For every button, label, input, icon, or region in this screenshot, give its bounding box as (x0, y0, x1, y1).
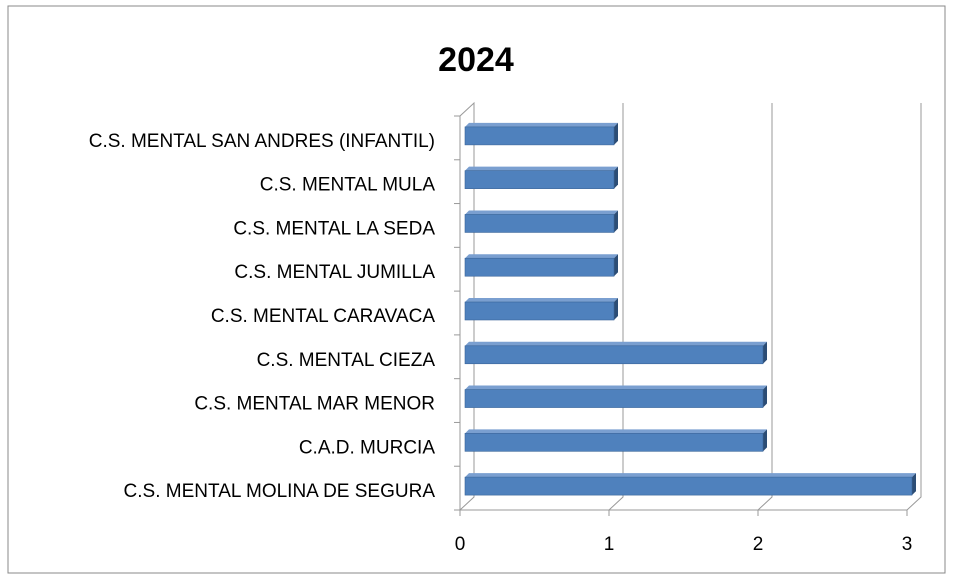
bar (464, 476, 913, 496)
grid-line (757, 103, 773, 511)
bar-side (614, 122, 618, 145)
y-tick-label: C.S. MENTAL SAN ANDRES (INFANTIL) (89, 131, 435, 152)
bar-side (614, 166, 618, 189)
bar-top (465, 166, 618, 171)
x-tick-label: 1 (604, 534, 615, 555)
x-tick-label: 2 (753, 534, 764, 555)
y-tick-label: C.S. MENTAL LA SEDA (233, 218, 435, 239)
x-tick-label: 0 (455, 534, 466, 555)
y-tick-label: C.S. MENTAL CIEZA (257, 350, 436, 371)
bar-side (614, 210, 618, 233)
bar-top (465, 122, 618, 127)
bar-top (465, 473, 916, 478)
bar-side (912, 473, 916, 496)
bar-top (465, 298, 618, 302)
bar (464, 389, 764, 408)
y-tick-label: C.S. MENTAL CARAVACA (211, 306, 435, 327)
y-tick-label: C.A.D. MURCIA (299, 437, 436, 458)
bar-top (465, 341, 767, 346)
bar-side (763, 385, 767, 408)
bar (464, 170, 615, 189)
grid-line (906, 103, 922, 511)
bar (464, 126, 615, 146)
bar-side (614, 298, 618, 320)
bar-top (465, 385, 767, 390)
y-tick-label: C.S. MENTAL JUMILLA (234, 262, 435, 283)
grid-line (608, 103, 624, 511)
bar (464, 345, 764, 365)
bar-side (763, 341, 767, 364)
bar (464, 433, 764, 452)
y-tick-label: C.S. MENTAL MAR MENOR (194, 394, 435, 415)
bar (464, 214, 615, 233)
bar-top (465, 429, 767, 434)
bar-top (465, 254, 618, 259)
bar-top (465, 210, 618, 215)
y-tick-label: C.S. MENTAL MOLINA DE SEGURA (124, 481, 436, 502)
bar (464, 301, 615, 321)
x-tick-label: 3 (902, 534, 913, 555)
y-tick-label: C.S. MENTAL MULA (260, 175, 436, 196)
bar-side (763, 429, 767, 452)
bar (464, 257, 615, 277)
grid-line (459, 103, 475, 511)
chart-title: 2024 (438, 41, 514, 79)
bar-side (614, 254, 618, 277)
